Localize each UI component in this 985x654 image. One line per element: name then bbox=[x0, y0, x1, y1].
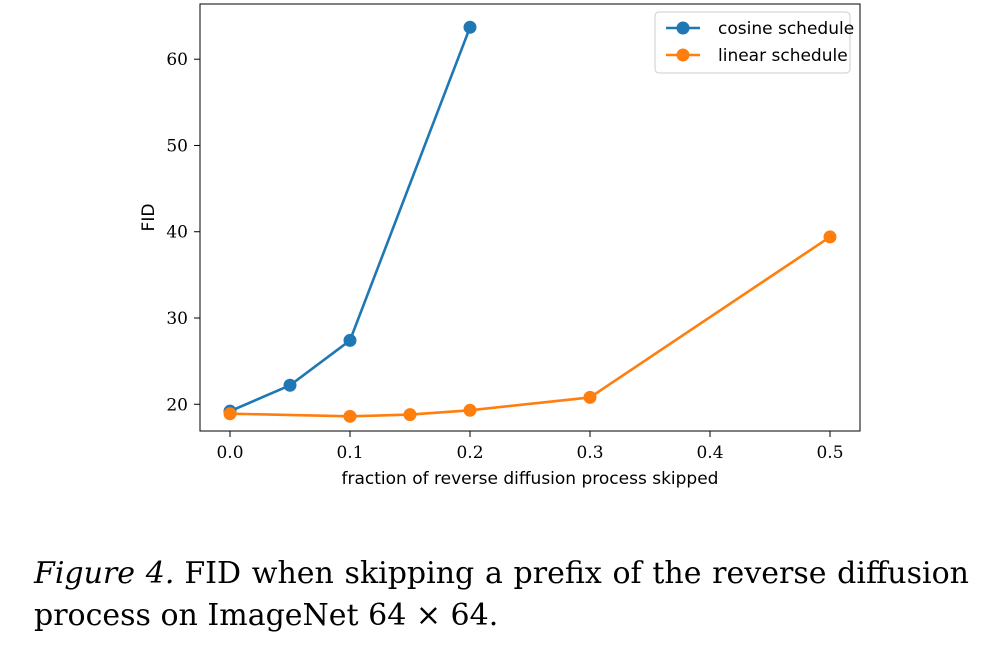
legend-frame bbox=[654, 11, 851, 74]
data-point bbox=[283, 378, 297, 392]
x-tick-label: 0.1 bbox=[336, 443, 363, 463]
data-point bbox=[223, 407, 237, 421]
x-tick-label: 0.0 bbox=[216, 443, 243, 463]
series-line-1 bbox=[229, 26, 472, 413]
data-point bbox=[583, 390, 597, 404]
x-tick-label: 0.5 bbox=[816, 443, 843, 463]
chart-marks bbox=[223, 20, 837, 423]
legend-swatch-marker bbox=[676, 48, 690, 62]
y-axis-label: FID bbox=[139, 204, 159, 232]
x-tick-label: 0.3 bbox=[576, 443, 603, 463]
legend-entry-label: cosine schedule bbox=[718, 19, 854, 39]
y-tick-label: 20 bbox=[166, 395, 188, 415]
legend-entry-label: linear schedule bbox=[718, 46, 848, 66]
data-point bbox=[343, 409, 357, 423]
series-line-2 bbox=[229, 235, 831, 418]
figure-caption: Figure 4. FID when skipping a prefix of t… bbox=[34, 553, 969, 637]
y-axis-ticks: 20 30 40 50 60 bbox=[166, 50, 200, 415]
x-tick-label: 0.2 bbox=[456, 443, 483, 463]
chart-legend: cosine schedule linear schedule bbox=[654, 11, 854, 74]
data-point bbox=[463, 20, 477, 34]
y-tick-label: 50 bbox=[166, 136, 188, 156]
legend-swatch-marker bbox=[676, 21, 690, 35]
data-point bbox=[403, 408, 417, 422]
figure-caption-label: Figure 4. bbox=[34, 556, 175, 591]
plot-frame bbox=[199, 3, 861, 432]
data-point bbox=[343, 333, 357, 347]
x-tick-label: 0.4 bbox=[696, 443, 723, 463]
y-tick-label: 40 bbox=[166, 223, 188, 243]
figure-caption-text: FID when skipping a prefix of the revers… bbox=[34, 556, 969, 633]
fid-line-chart: 0.0 0.1 0.2 0.3 0.4 0.5 20 30 40 50 60 fraction o… bbox=[139, 3, 861, 489]
data-point bbox=[823, 230, 837, 244]
y-tick-label: 60 bbox=[166, 50, 188, 70]
x-axis-label: fraction of reverse diffusion process sk… bbox=[342, 469, 719, 489]
y-tick-label: 30 bbox=[166, 309, 188, 329]
data-point bbox=[463, 403, 477, 417]
x-axis-ticks: 0.0 0.1 0.2 0.3 0.4 0.5 bbox=[216, 431, 844, 463]
